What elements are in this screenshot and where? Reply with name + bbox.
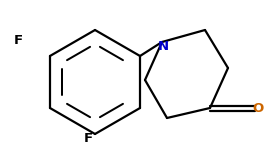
- Text: F: F: [83, 132, 93, 145]
- Text: O: O: [252, 103, 264, 116]
- Text: F: F: [13, 34, 23, 46]
- Text: N: N: [157, 39, 169, 52]
